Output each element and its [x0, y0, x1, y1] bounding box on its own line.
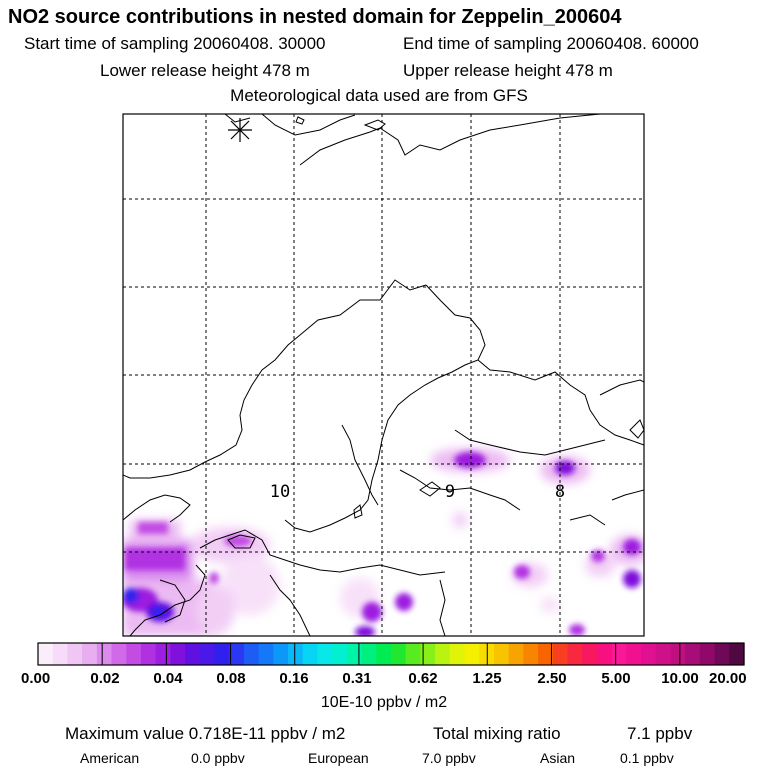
grid-label-9: 9 [445, 482, 455, 502]
colorbar-cell [626, 643, 642, 665]
asian-value: 0.1 ppbv [620, 750, 674, 766]
american-label: American [80, 750, 140, 766]
colorbar-cell [420, 643, 436, 665]
colorbar-cell [229, 643, 245, 665]
colorbar-dividers [101, 643, 681, 665]
station-asterisk-marker [228, 118, 252, 142]
colorbar-cell [670, 643, 686, 665]
colorbar-cell [699, 643, 716, 665]
end-time: End time of sampling 20060408. 60000 [403, 34, 699, 53]
colorbar-cell [405, 643, 422, 665]
colorbar-cell [140, 643, 157, 665]
coastlines [123, 114, 644, 636]
colorbar-cells [38, 643, 745, 665]
colorbar-cell [332, 643, 348, 665]
european-label: European [308, 750, 369, 766]
european-value: 7.0 ppbv [422, 750, 476, 766]
colorbar-cell [493, 643, 510, 665]
colorbar-cell [155, 643, 171, 665]
upper-release-height: Upper release height 478 m [403, 61, 613, 80]
colorbar-tick-label: 0.31 [342, 670, 372, 687]
colorbar-tick-label: 1.25 [472, 670, 502, 687]
american-value: 0.0 ppbv [191, 750, 245, 766]
colorbar-cell [508, 643, 524, 665]
colorbar-cell [361, 643, 377, 665]
colorbar-cell [641, 643, 657, 665]
colorbar-cell [111, 643, 127, 665]
colorbar-tick-label: 20.00 [709, 670, 747, 687]
colorbar-cell [435, 643, 451, 665]
colorbar-cell [714, 643, 730, 665]
colorbar-cell [552, 643, 569, 665]
colorbar-cell [170, 643, 186, 665]
colorbar-cell [82, 643, 98, 665]
colorbar-cell [38, 643, 54, 665]
colorbar-cell [567, 643, 583, 665]
colorbar-cell [185, 643, 201, 665]
colorbar-cell [273, 643, 289, 665]
colorbar-cell [582, 643, 598, 665]
colorbar-cell [214, 643, 230, 665]
colorbar-tick-label: 5.00 [601, 670, 631, 687]
colorbar-cell [655, 643, 672, 665]
colorbar-cell [52, 643, 69, 665]
colorbar-cell [538, 643, 554, 665]
colorbar-cell [317, 643, 333, 665]
colorbar-cell [596, 643, 613, 665]
colorbar-cell [523, 643, 539, 665]
colorbar-cell [391, 643, 407, 665]
colorbar-tick-label: 0.02 [90, 670, 120, 687]
grid-label-10: 10 [270, 482, 290, 502]
start-time: Start time of sampling 20060408. 30000 [24, 34, 326, 53]
maximum-value: Maximum value 0.718E-11 ppbv / m2 [65, 724, 346, 743]
lower-release-height: Lower release height 478 m [100, 61, 310, 80]
colorbar-cell [376, 643, 392, 665]
met-data-source: Meteorological data used are from GFS [230, 86, 528, 105]
colorbar-cell [464, 643, 480, 665]
asian-label: Asian [540, 750, 576, 766]
total-mixing-ratio-value: 7.1 ppbv [627, 724, 693, 743]
colorbar-cell [685, 643, 701, 665]
plot-title: NO2 source contributions in nested domai… [8, 6, 622, 28]
grid-lines [123, 114, 644, 636]
colorbar-tick-label: 0.08 [216, 670, 246, 687]
colorbar-cell [258, 643, 274, 665]
colorbar-tick-label: 2.50 [537, 670, 567, 687]
colorbar-cell [288, 643, 304, 665]
colorbar-cell [243, 643, 260, 665]
colorbar-units: 10E-10 ppbv / m2 [320, 694, 448, 711]
colorbar-tick-label: 0.00 [21, 670, 51, 687]
colorbar-cell [67, 643, 83, 665]
colorbar-cell [729, 643, 745, 665]
colorbar-cell [302, 643, 319, 665]
colorbar-cell [126, 643, 142, 665]
colorbar-cell [611, 643, 627, 665]
colorbar-cell [96, 643, 113, 665]
colorbar-cell [346, 643, 363, 665]
colorbar-tick-label: 0.04 [153, 670, 183, 687]
colorbar-tick-label: 10.00 [661, 670, 699, 687]
colorbar-border [37, 642, 745, 666]
total-mixing-ratio-label: Total mixing ratio [433, 724, 561, 743]
colorbar-cell [199, 643, 216, 665]
map-border [122, 113, 645, 637]
colorbar-tick-label: 0.62 [408, 670, 438, 687]
colorbar-cell [449, 643, 466, 665]
concentration-field [123, 448, 644, 636]
colorbar-tick-label: 0.16 [279, 670, 309, 687]
grid-label-8: 8 [555, 482, 565, 502]
